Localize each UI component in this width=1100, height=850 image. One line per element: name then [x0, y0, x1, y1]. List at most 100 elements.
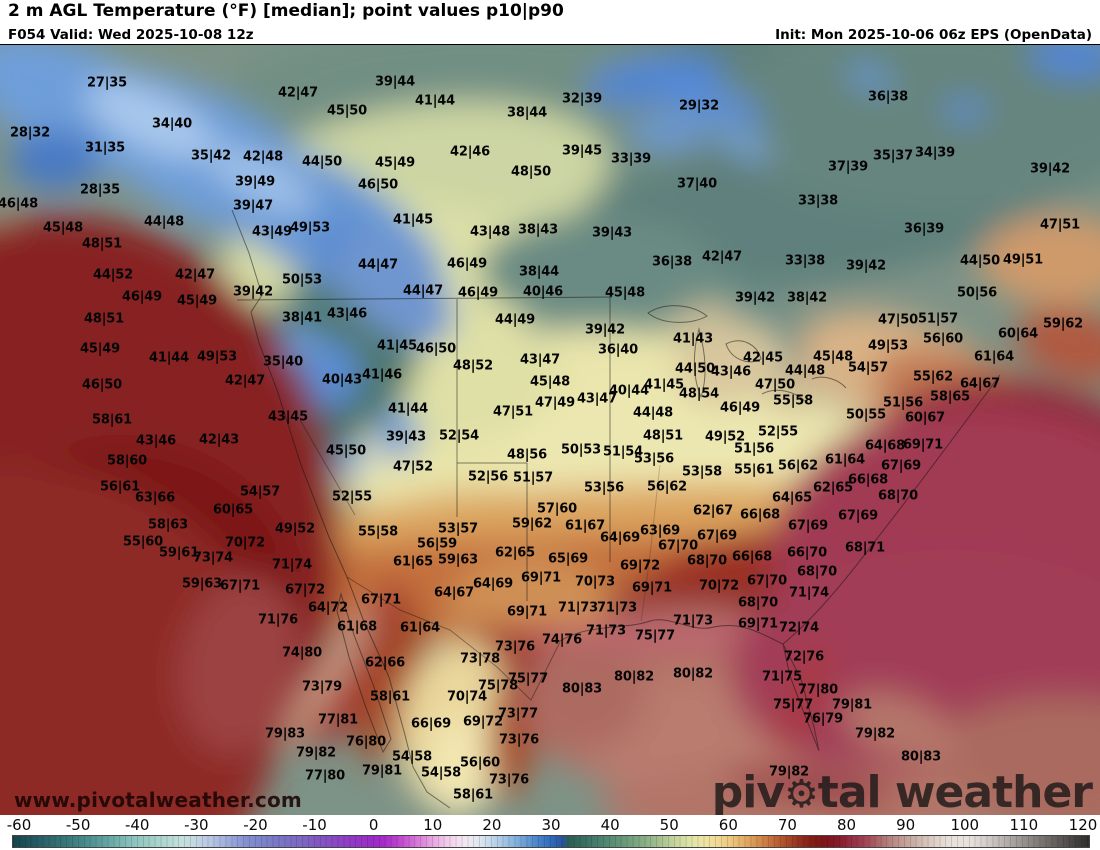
- point-value: 77|80: [305, 768, 345, 784]
- point-value: 49|53: [868, 338, 908, 354]
- point-value: 66|69: [411, 716, 451, 732]
- point-value: 48|51: [643, 428, 683, 444]
- colorbar-tick-label: 120: [1068, 816, 1098, 834]
- point-value: 55|58: [358, 524, 398, 540]
- point-value: 67|69: [838, 508, 878, 524]
- point-value: 36|40: [598, 342, 638, 358]
- point-value: 42|47: [702, 249, 742, 265]
- point-value: 39|42: [1030, 161, 1070, 177]
- point-value: 48|52: [453, 358, 493, 374]
- point-value: 79|83: [265, 726, 305, 742]
- boundaries-layer: [231, 209, 1001, 809]
- point-value: 45|49: [80, 341, 120, 357]
- point-value: 51|56: [734, 441, 774, 457]
- point-value: 64|67: [434, 585, 474, 601]
- point-value: 60|67: [905, 410, 945, 426]
- point-value: 42|47: [175, 267, 215, 283]
- point-value: 53|57: [438, 521, 478, 537]
- point-value: 46|50: [82, 377, 122, 393]
- point-value: 47|51: [493, 404, 533, 420]
- point-value: 52|55: [758, 424, 798, 440]
- point-value: 44|48: [633, 405, 673, 421]
- point-value: 46|50: [358, 177, 398, 193]
- point-value: 56|60: [460, 755, 500, 771]
- temperature-field: [0, 45, 1100, 815]
- point-value: 56|60: [923, 331, 963, 347]
- gear-icon: ⚙: [784, 772, 819, 815]
- point-value: 71|73: [586, 623, 626, 639]
- point-value: 79|81: [832, 697, 872, 713]
- colorbar-tick-label: 100: [950, 816, 980, 834]
- point-value: 73|78: [460, 651, 500, 667]
- colorbar-tick-label: 30: [541, 816, 561, 834]
- point-value: 28|35: [80, 182, 120, 198]
- point-value: 66|68: [740, 507, 780, 523]
- point-value: 50|55: [846, 407, 886, 423]
- point-value: 27|35: [87, 75, 127, 91]
- point-value: 67|71: [220, 578, 260, 594]
- point-value: 41|43: [673, 331, 713, 347]
- point-value: 71|74: [272, 557, 312, 573]
- point-value: 67|69: [697, 528, 737, 544]
- point-value: 67|72: [285, 582, 325, 598]
- point-value: 38|44: [519, 264, 559, 280]
- point-value: 33|39: [611, 151, 651, 167]
- point-value: 39|42: [585, 322, 625, 338]
- point-value: 40|46: [523, 284, 563, 300]
- point-value: 65|69: [548, 551, 588, 567]
- point-value: 59|62: [512, 516, 552, 532]
- point-value: 70|74: [447, 689, 487, 705]
- watermark-url: www.pivotalweather.com: [14, 788, 302, 812]
- point-value: 64|65: [772, 490, 812, 506]
- point-value: 49|52: [705, 429, 745, 445]
- point-value: 63|69: [640, 523, 680, 539]
- point-value: 42|43: [199, 432, 239, 448]
- point-value: 73|76: [495, 639, 535, 655]
- point-value: 75|77: [508, 671, 548, 687]
- point-value: 44|50: [675, 361, 715, 377]
- point-value: 58|60: [107, 453, 147, 469]
- point-value: 35|37: [873, 148, 913, 164]
- point-value: 31|35: [85, 140, 125, 156]
- point-value: 38|43: [518, 222, 558, 238]
- point-value: 41|44: [388, 401, 428, 417]
- point-value: 39|42: [846, 258, 886, 274]
- point-value: 80|83: [562, 681, 602, 697]
- point-value: 64|69: [600, 530, 640, 546]
- point-value: 46|49: [122, 289, 162, 305]
- point-value: 72|74: [779, 620, 819, 636]
- point-value: 57|60: [537, 501, 577, 517]
- point-value: 49|53: [197, 349, 237, 365]
- field-layer: [0, 45, 1100, 815]
- point-value: 50|56: [957, 285, 997, 301]
- point-value: 44|48: [785, 363, 825, 379]
- colorbar-tick-label: -30: [184, 816, 209, 834]
- point-value: 43|46: [711, 364, 751, 380]
- point-value: 58|63: [148, 517, 188, 533]
- point-value: 71|73: [597, 600, 637, 616]
- point-value: 80|82: [673, 666, 713, 682]
- colorbar-tick-label: 0: [368, 816, 379, 834]
- point-value: 39|42: [233, 284, 273, 300]
- point-value: 72|76: [784, 649, 824, 665]
- point-value: 33|38: [785, 253, 825, 269]
- point-value: 62|65: [813, 480, 853, 496]
- point-value: 41|45: [393, 212, 433, 228]
- point-value: 70|72: [699, 578, 739, 594]
- point-value: 64|69: [473, 576, 513, 592]
- point-value: 48|50: [511, 164, 551, 180]
- point-value: 51|56: [883, 395, 923, 411]
- point-value: 47|51: [1040, 217, 1080, 233]
- point-value: 52|56: [468, 469, 508, 485]
- point-value: 66|68: [732, 549, 772, 565]
- point-value: 44|50: [302, 154, 342, 170]
- point-value: 39|43: [386, 429, 426, 445]
- colorbar-tick-label: -20: [243, 816, 268, 834]
- point-value: 34|40: [152, 116, 192, 132]
- point-value: 71|73: [673, 613, 713, 629]
- point-value: 79|81: [362, 763, 402, 779]
- point-value: 43|47: [520, 352, 560, 368]
- point-value: 76|79: [803, 711, 843, 727]
- point-value: 43|49: [252, 224, 292, 240]
- point-value: 66|68: [848, 472, 888, 488]
